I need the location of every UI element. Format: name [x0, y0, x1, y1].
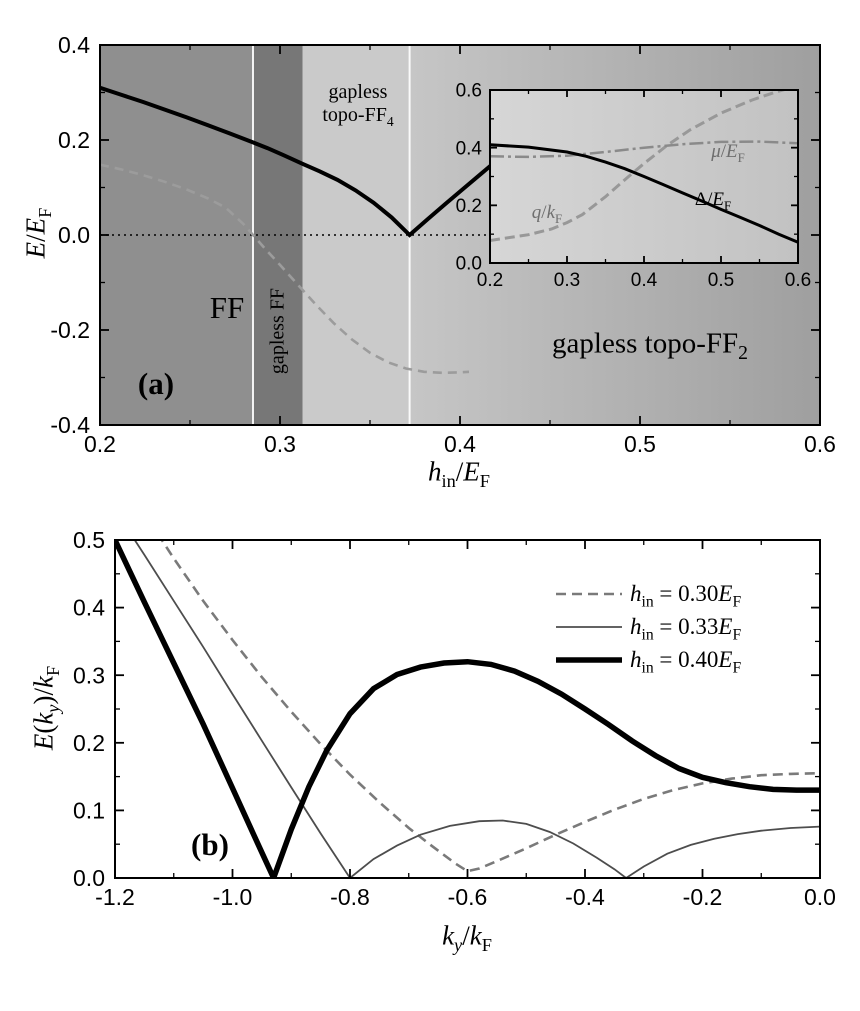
inset-x-tick-label: 0.5 — [708, 270, 734, 291]
inset-y-tick-label: 0.2 — [456, 196, 482, 217]
panel-b-y-tick-label: 0.4 — [73, 595, 105, 621]
inset-mu-curve-label: μ/EF — [711, 141, 745, 165]
panel-a-x-tick-label: 0.3 — [264, 431, 296, 457]
panel-b-y-tick-label: 0.5 — [73, 527, 105, 553]
panel-b-x-axis-label: ky/kF — [442, 920, 492, 955]
panel-b-x-tick-label: -0.6 — [448, 884, 488, 910]
panel-a-y-tick-label: 0.0 — [58, 222, 90, 248]
panel-a-x-tick-label: 0.4 — [444, 431, 476, 457]
panel-b-y-tick-label: 0.0 — [73, 865, 105, 891]
panel-a-x-tick-label: 0.2 — [84, 431, 116, 457]
panel-a-y-axis-label: E/EF — [20, 207, 55, 259]
panel-a-letter: (a) — [137, 366, 175, 402]
region-label-gapless-topo-ff4: gapless topo-FF4 — [322, 81, 394, 129]
inset-x-tick-label: 0.4 — [631, 270, 658, 291]
panel-b-x-tick-label: -1.0 — [213, 884, 253, 910]
series-mu-E-F — [490, 140, 798, 159]
region-gapless-topo-FF4 — [302, 45, 410, 425]
panel-a-y-tick-label: 0.4 — [58, 32, 90, 58]
legend-label-hin-033: hin = 0.33EF — [630, 614, 742, 644]
inset-delta-curve-label: Δ/EF — [694, 189, 732, 213]
series-solid-black — [100, 85, 519, 238]
panel-b-letter: (b) — [191, 827, 229, 863]
chart-panel-b: -1.2 -1.0 -0.8 -0.6 -0.4 -0.2 0.0 0.0 0.1 0.2 0.3 0… — [73, 527, 836, 910]
region-label-gapless-topo-ff4-line1: gapless — [328, 81, 388, 103]
panel-a-x-axis-label: hin/EF — [427, 456, 491, 491]
legend-label-hin-040: hin = 0.40EF — [630, 647, 742, 677]
inset-x-tick-label: 0.2 — [477, 270, 503, 291]
region-label-gapless-ff: gapless FF — [266, 287, 289, 375]
inset-y-tick-label: 0.0 — [456, 254, 482, 275]
panel-a-y-tick-label: 0.2 — [58, 127, 90, 153]
series-q-k-F — [490, 90, 789, 242]
region-label-gapless-topo-ff4-line2: topo-FF4 — [322, 104, 394, 129]
series-hin-0.30EF — [160, 540, 820, 873]
panel-b-y-tick-label: 0.3 — [73, 662, 105, 688]
region-label-gapless-topo-ff2: gapless topo-FF2 — [552, 327, 748, 365]
legend-label-hin-030: hin = 0.30EF — [630, 581, 742, 611]
series-Delta-E-F — [490, 143, 798, 244]
series-hin-0.40EF — [115, 540, 820, 878]
chart-inset: 0.2 0.3 0.4 0.5 0.60.00.20.40.6 — [456, 81, 812, 291]
inset-x-tick-label: 0.6 — [785, 270, 811, 291]
panel-a-y-tick-label: -0.4 — [50, 412, 90, 438]
panel-b-y-tick-label: 0.2 — [73, 730, 105, 756]
panel-b-x-tick-label: 0.0 — [804, 884, 836, 910]
inset-x-tick-label: 0.3 — [554, 270, 580, 291]
inset-y-tick-label: 0.4 — [456, 138, 483, 159]
panel-b-x-tick-label: -0.4 — [565, 884, 605, 910]
inset-y-tick-label: 0.6 — [456, 81, 482, 102]
series-dashed-gray — [100, 163, 470, 375]
region-FF — [100, 45, 253, 425]
series-hin-0.33EF — [133, 540, 820, 878]
panel-b-x-tick-label: -0.8 — [330, 884, 370, 910]
region-gapless-FF — [253, 45, 303, 425]
panel-b-x-tick-label: -1.2 — [95, 884, 135, 910]
panel-a-x-tick-label: 0.6 — [804, 431, 836, 457]
inset-q-curve-label: q/kF — [531, 202, 563, 226]
panel-b-y-axis-label: E(ky)/kF — [28, 665, 63, 751]
region-label-ff: FF — [209, 290, 245, 326]
panel-b-y-tick-label: 0.1 — [73, 797, 105, 823]
panel-a-x-tick-label: 0.5 — [624, 431, 656, 457]
panel-b-x-tick-label: -0.2 — [683, 884, 723, 910]
panel-a-y-tick-label: -0.2 — [50, 317, 90, 343]
